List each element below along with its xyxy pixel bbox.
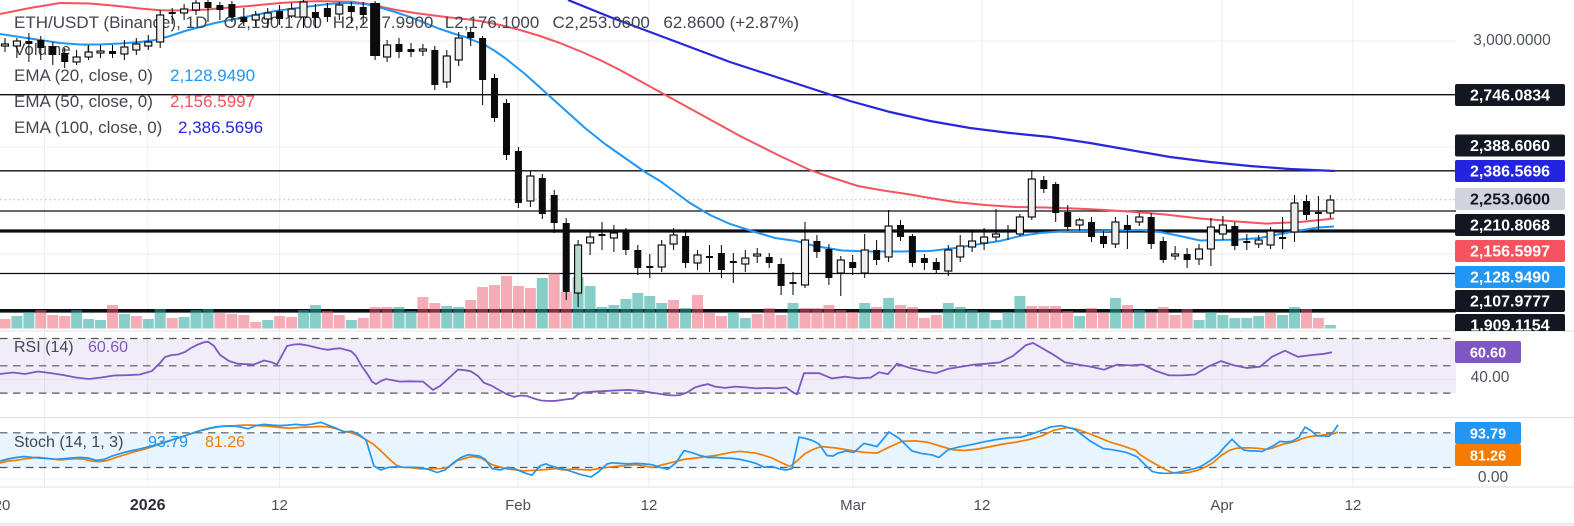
svg-text:1: 1: [83, 40, 92, 59]
svg-text:O2,190.1700: O2,190.1700: [224, 13, 322, 32]
svg-text:12: 12: [974, 497, 991, 514]
svg-text:2,156.5997: 2,156.5997: [170, 92, 255, 111]
svg-text:2,156.5997: 2,156.5997: [1470, 244, 1550, 261]
svg-text:2,210.8068: 2,210.8068: [1470, 218, 1550, 235]
svg-text:62.8600 (+2.87%): 62.8600 (+2.87%): [663, 13, 799, 32]
svg-text:RSI (14): RSI (14): [14, 339, 74, 356]
svg-text:2,746.0834: 2,746.0834: [1470, 88, 1550, 105]
svg-text:EMA (20, close, 0): EMA (20, close, 0): [14, 66, 153, 85]
svg-text:2,386.5696: 2,386.5696: [1470, 164, 1550, 181]
svg-text:2,128.9490: 2,128.9490: [170, 66, 255, 85]
svg-text:Volume: Volume: [14, 40, 71, 59]
svg-text:2,107.9777: 2,107.9777: [1470, 294, 1550, 311]
svg-text:12: 12: [641, 497, 658, 514]
svg-text:1,909.1154: 1,909.1154: [1470, 318, 1549, 335]
svg-text:Stoch (14, 1, 3): Stoch (14, 1, 3): [14, 434, 123, 451]
svg-text:60.60: 60.60: [1470, 346, 1506, 362]
svg-text:2,128.9490: 2,128.9490: [1470, 270, 1550, 287]
svg-text:2,388.6060: 2,388.6060: [1470, 138, 1550, 155]
svg-text:3,000.0000: 3,000.0000: [1473, 32, 1551, 49]
svg-text:ETH/USDT (Binance), 1D: ETH/USDT (Binance), 1D: [14, 13, 207, 32]
svg-text:60.60: 60.60: [88, 339, 128, 356]
svg-text:EMA (50, close, 0): EMA (50, close, 0): [14, 92, 153, 111]
svg-text:H2,2: H2,2: [333, 13, 369, 32]
svg-text:81.26: 81.26: [205, 434, 245, 451]
svg-text:12: 12: [1345, 497, 1362, 514]
svg-text:Mar: Mar: [840, 497, 866, 514]
svg-text:20: 20: [0, 497, 10, 514]
svg-text:2026: 2026: [130, 497, 166, 514]
svg-text:0.00: 0.00: [1478, 469, 1509, 486]
svg-text:2,386.5696: 2,386.5696: [178, 118, 263, 137]
svg-text:L2,176.1000: L2,176.1000: [445, 13, 540, 32]
svg-text:C2,253.0600: C2,253.0600: [553, 13, 650, 32]
svg-text:81.26: 81.26: [1470, 449, 1506, 465]
svg-text:Feb: Feb: [505, 497, 531, 514]
svg-text:93.79: 93.79: [1470, 427, 1506, 443]
svg-text:7.9900: 7.9900: [381, 13, 433, 32]
svg-text:EMA (100, close, 0): EMA (100, close, 0): [14, 118, 162, 137]
svg-text:12: 12: [271, 497, 288, 514]
svg-text:93.79: 93.79: [148, 434, 188, 451]
svg-text:2,253.0600: 2,253.0600: [1470, 192, 1550, 209]
svg-text:40.00: 40.00: [1471, 369, 1510, 386]
svg-text:Apr: Apr: [1210, 497, 1233, 514]
